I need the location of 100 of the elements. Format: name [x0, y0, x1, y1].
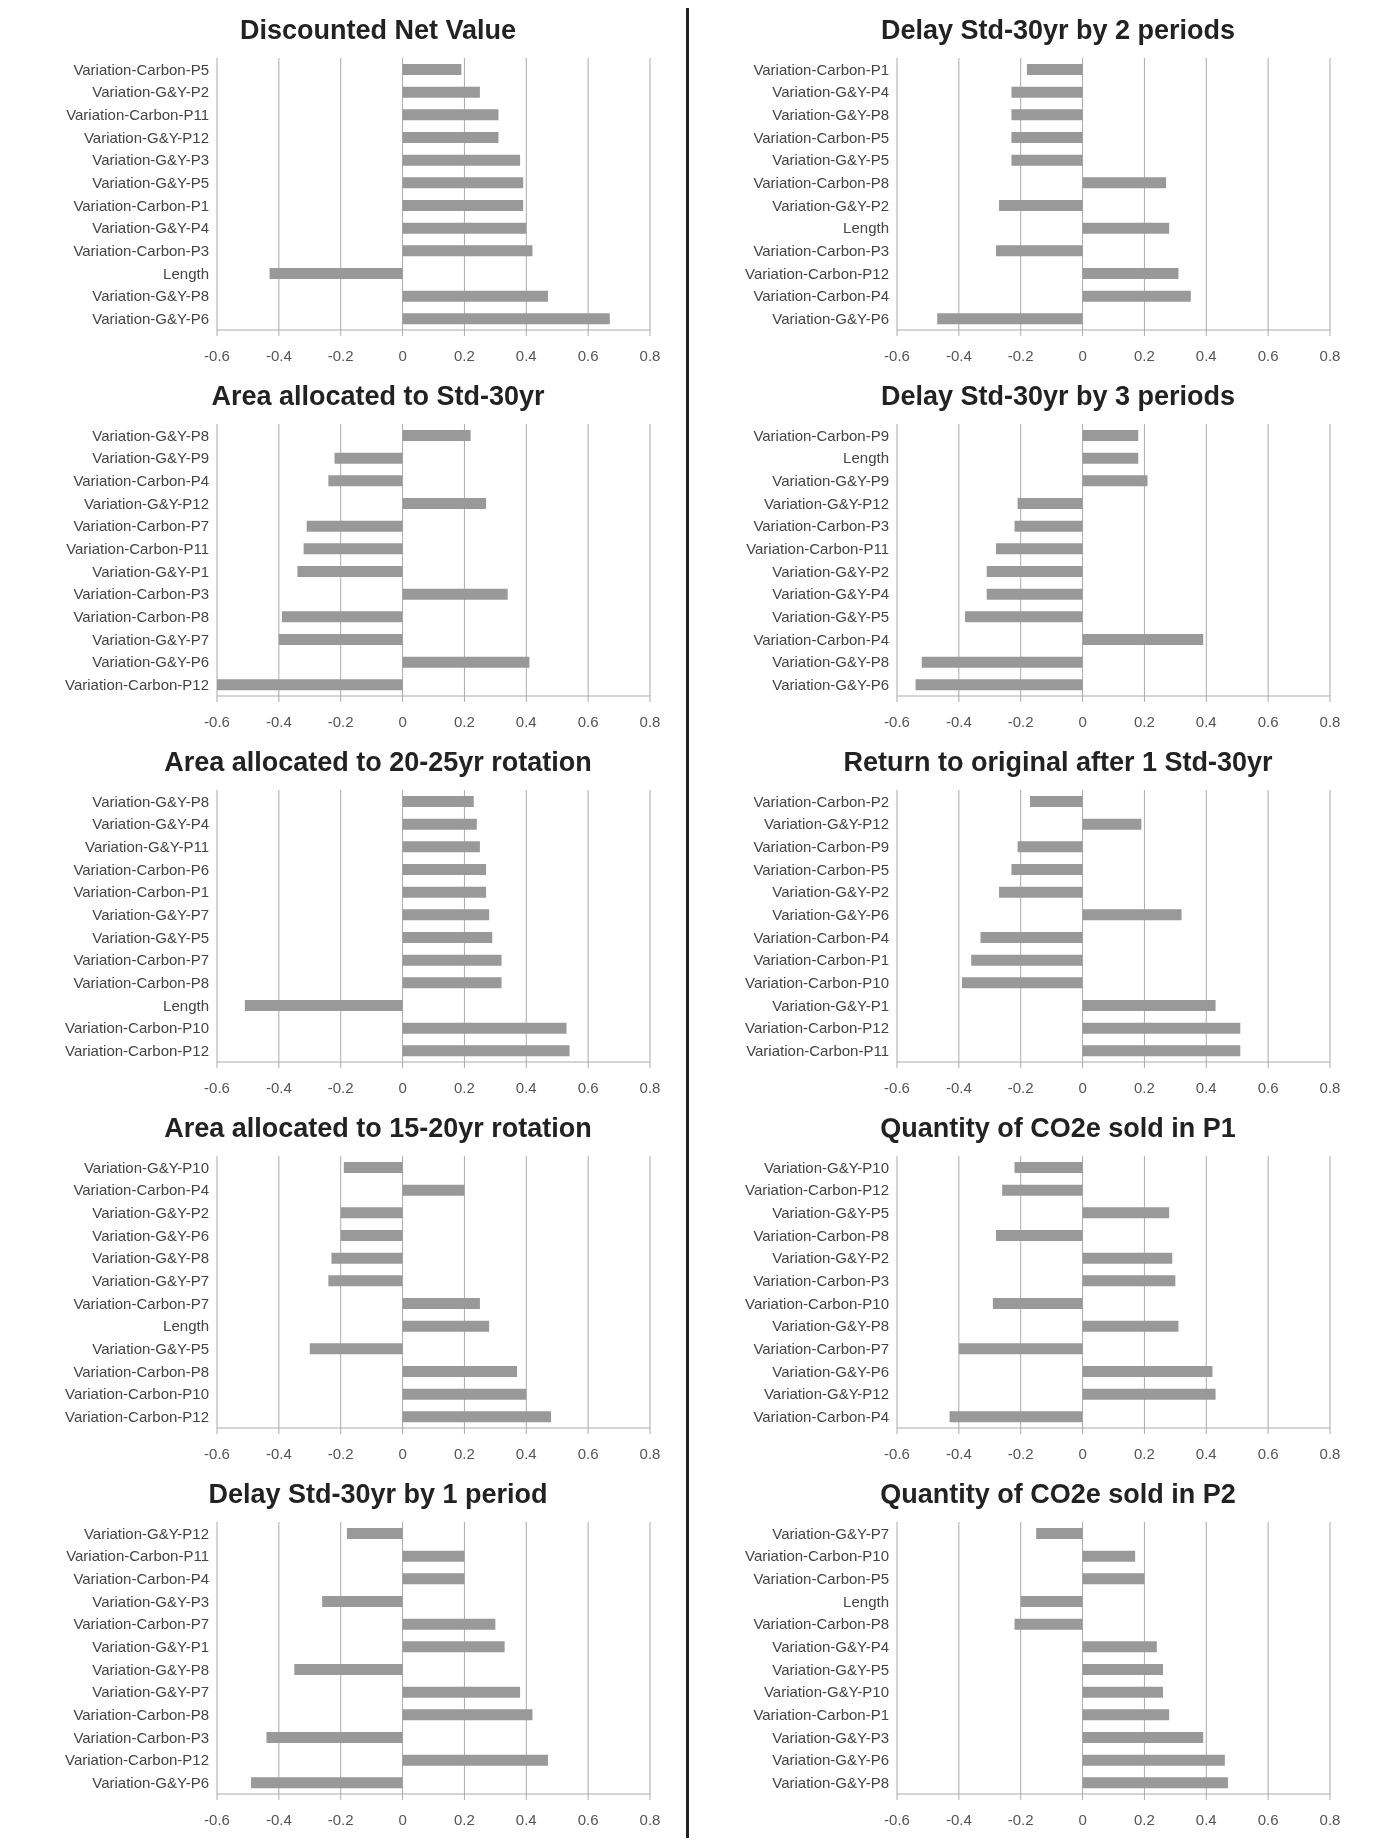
bar: [402, 290, 548, 302]
x-tick-label: 0.6: [577, 1810, 599, 1828]
bar: [402, 1045, 570, 1057]
x-tick-label: -0.2: [327, 346, 354, 364]
chart-title: Return to original after 1 Std-30yr: [842, 746, 1273, 779]
x-tick-label: 0.4: [515, 712, 537, 730]
x-tick-label: 0.4: [515, 1810, 537, 1828]
bar: [1082, 452, 1139, 464]
y-tick-label: Variation-Carbon-P2: [753, 792, 889, 810]
x-tick-label: 0.2: [1134, 712, 1155, 730]
x-tick-label: 0.4: [1195, 346, 1217, 364]
bar: [1082, 1275, 1176, 1287]
x-tick-label: 0.6: [577, 1444, 599, 1462]
bar: [1082, 1754, 1225, 1766]
bar: [402, 1022, 567, 1034]
bar: [1011, 132, 1083, 143]
y-tick-label: Variation-Carbon-P9: [753, 426, 889, 444]
bar: [343, 1162, 403, 1173]
bar: [340, 1207, 403, 1219]
x-tick-label: 0.6: [1257, 1810, 1279, 1828]
y-tick-label: Variation-Carbon-P3: [753, 241, 889, 259]
bar: [402, 977, 502, 989]
y-tick-label: Variation-Carbon-P12: [65, 1407, 209, 1425]
y-tick-label: Variation-Carbon-P6: [73, 860, 209, 878]
bar: [1014, 1618, 1083, 1630]
bar: [971, 954, 1083, 966]
chart-title: Area allocated to 20-25yr rotation: [163, 746, 592, 779]
bar: [402, 177, 524, 189]
bar: [331, 1252, 403, 1264]
x-tick-label: 0.8: [1319, 346, 1341, 364]
x-tick-label: 0.2: [454, 1078, 475, 1096]
y-tick-label: Variation-G&Y-P12: [83, 494, 209, 512]
y-tick-label: Variation-Carbon-P8: [753, 1226, 889, 1244]
x-tick-label: 0: [1078, 1810, 1087, 1828]
x-tick-label: -0.6: [884, 1810, 910, 1828]
bar: [402, 132, 499, 143]
bar: [266, 1732, 403, 1743]
x-tick-label: 0.6: [577, 1078, 599, 1096]
y-tick-label: Variation-G&Y-P3: [92, 151, 209, 169]
y-tick-label: Variation-G&Y-P10: [763, 1683, 889, 1701]
bar: [1082, 1709, 1170, 1721]
bar: [402, 818, 477, 830]
bar: [328, 1275, 403, 1287]
bar: [306, 520, 403, 532]
bar: [1082, 1366, 1213, 1377]
x-tick-label: -0.6: [884, 1444, 910, 1462]
y-tick-label: Variation-Carbon-P7: [73, 517, 209, 535]
y-tick-label: Variation-Carbon-P12: [745, 264, 889, 282]
y-tick-label: Variation-Carbon-P8: [73, 1362, 209, 1380]
chart-title: Quantity of CO2e sold in P1: [879, 1112, 1236, 1145]
bar: [937, 313, 1083, 325]
x-tick-label: -0.2: [1007, 1078, 1034, 1096]
y-tick-label: Variation-Carbon-P7: [73, 1615, 209, 1633]
y-tick-label: Variation-Carbon-P11: [66, 539, 209, 557]
bar: [402, 154, 521, 166]
bar: [1082, 1777, 1228, 1789]
bar: [303, 543, 403, 555]
bar: [402, 1366, 518, 1377]
bar: [1029, 796, 1083, 807]
y-tick-label: Variation-Carbon-P3: [73, 1728, 209, 1746]
x-tick-label: -0.2: [1007, 346, 1034, 364]
bar: [402, 1550, 465, 1562]
x-tick-label: 0: [1078, 1444, 1087, 1462]
bar: [1011, 864, 1083, 875]
bar: [402, 656, 530, 668]
x-tick-label: -0.2: [1007, 1810, 1034, 1828]
y-tick-label: Variation-G&Y-P6: [92, 1773, 209, 1791]
x-tick-label: 0: [1078, 346, 1087, 364]
chart-title: Discounted Net Value: [238, 14, 517, 47]
x-tick-label: 0.6: [577, 346, 599, 364]
y-tick-label: Variation-Carbon-P11: [746, 539, 889, 557]
y-tick-label: Variation-G&Y-P8: [92, 1660, 209, 1678]
bar: [278, 634, 403, 645]
bar: [402, 245, 533, 257]
bar: [999, 886, 1083, 898]
bar: [402, 886, 487, 898]
bar: [1011, 86, 1083, 98]
y-tick-label: Variation-G&Y-P4: [772, 585, 889, 603]
x-tick-label: 0: [1078, 1078, 1087, 1096]
x-tick-label: 0.2: [454, 712, 475, 730]
y-tick-label: Variation-G&Y-P5: [772, 1660, 889, 1678]
y-tick-label: Length: [843, 1592, 889, 1610]
y-tick-label: Variation-Carbon-P5: [753, 1569, 889, 1587]
y-tick-label: Variation-G&Y-P7: [772, 1524, 889, 1542]
y-tick-label: Variation-G&Y-P8: [92, 287, 209, 305]
bar: [1011, 109, 1083, 121]
y-tick-label: Variation-G&Y-P10: [83, 1158, 209, 1176]
x-tick-label: 0.8: [1319, 1078, 1341, 1096]
bar: [402, 1573, 465, 1585]
bar: [1002, 1184, 1083, 1196]
x-tick-label: -0.6: [884, 346, 910, 364]
bar: [402, 86, 480, 98]
bar: [402, 1641, 505, 1653]
x-tick-label: -0.2: [1007, 712, 1034, 730]
bar: [915, 679, 1083, 691]
x-tick-label: 0.4: [1195, 1444, 1217, 1462]
bar: [402, 64, 462, 75]
y-tick-label: Variation-Carbon-P10: [745, 1547, 889, 1565]
x-tick-label: 0.8: [639, 1078, 661, 1096]
x-tick-label: -0.4: [265, 346, 292, 364]
